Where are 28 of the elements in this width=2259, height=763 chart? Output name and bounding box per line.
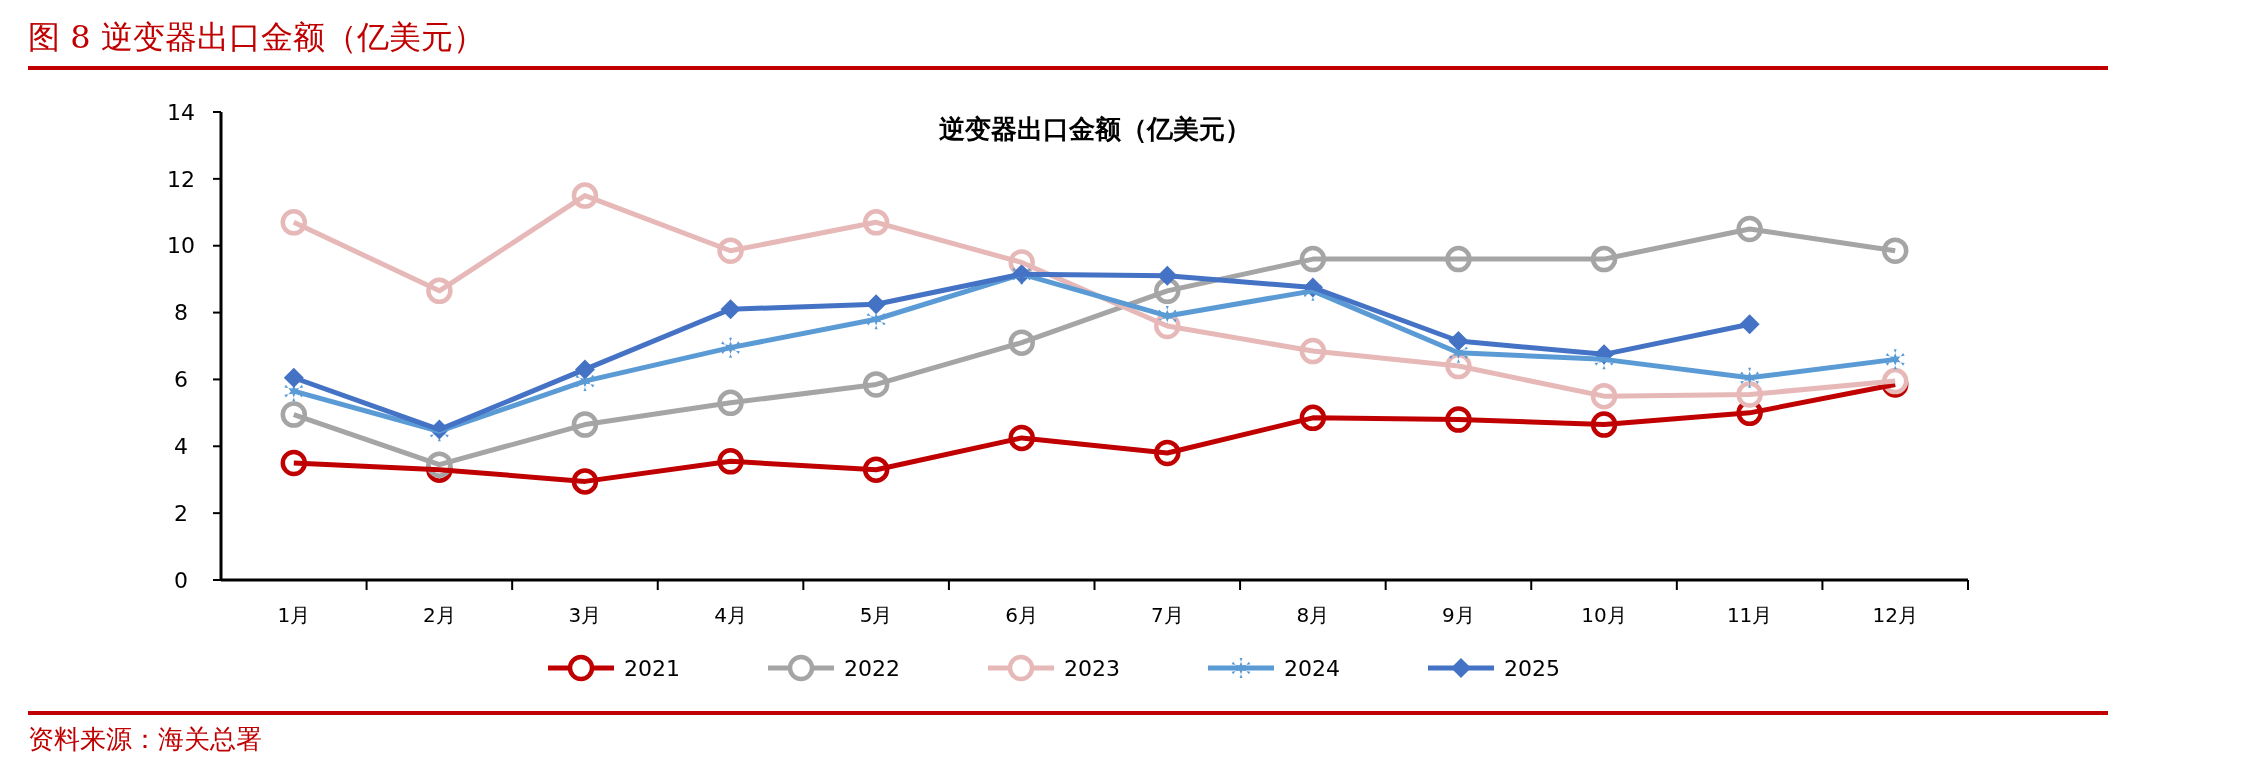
x-tick-label: 11月: [1726, 603, 1773, 627]
y-tick-label: 10: [167, 233, 195, 259]
y-tick-label: 4: [174, 433, 188, 459]
x-tick-label: 10月: [1581, 603, 1627, 627]
x-tick-label: 12月: [1872, 603, 1918, 627]
text: 资料来源：海关总署: [28, 724, 262, 754]
x-tick-label: 2月: [423, 603, 456, 627]
y-tick-label: 6: [174, 367, 188, 393]
chart-title: 逆变器出口金额（亿美元）: [938, 114, 1251, 144]
caption: 图 8 逆变器出口金额（亿美元）: [28, 18, 485, 56]
x-tick-label: 1月: [277, 603, 311, 627]
y-tick-label: 14: [167, 99, 195, 125]
legend-label: 2021: [624, 655, 680, 681]
x-tick-label: 9月: [1442, 603, 1475, 627]
y-tick-label: 12: [167, 166, 195, 192]
x-tick-label: 4月: [714, 603, 747, 627]
y-tick-label: 2: [174, 500, 188, 526]
x-tick-label: 6月: [1005, 603, 1039, 627]
legend-label: 2022: [844, 655, 900, 681]
x-tick-label: 3月: [568, 603, 602, 627]
legend-label: 2023: [1064, 655, 1120, 681]
legend-label: 2025: [1504, 655, 1560, 681]
legend-label: 2024: [1284, 655, 1340, 681]
x-tick-label: 7月: [1150, 603, 1184, 627]
y-tick-label: 8: [174, 300, 188, 326]
x-tick-label: 5月: [859, 603, 893, 627]
y-tick-label: 0: [174, 567, 188, 593]
x-tick-label: 8月: [1296, 603, 1330, 627]
